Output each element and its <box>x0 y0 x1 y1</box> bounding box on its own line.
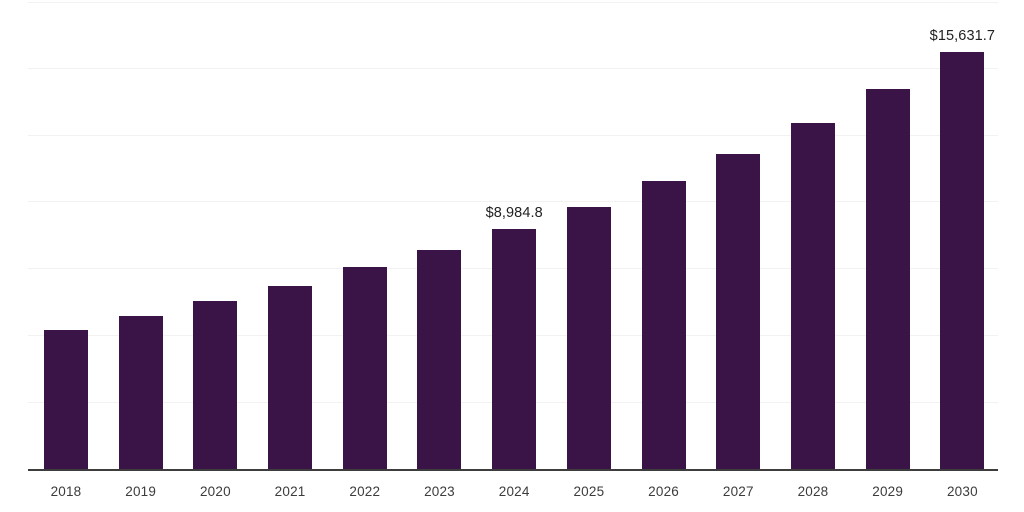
bar-group: 2029 <box>850 0 925 512</box>
x-axis-tick-label: 2022 <box>349 484 381 499</box>
bar-group: $15,631.7 2030 <box>925 0 1000 512</box>
bar-group: 2027 <box>701 0 776 512</box>
bar-group: 2023 <box>402 0 477 512</box>
bar-group: 2021 <box>253 0 328 512</box>
x-axis-tick-label: 2025 <box>573 484 605 499</box>
bar-group: 2028 <box>776 0 851 512</box>
bar-value-label: $15,631.7 <box>929 28 996 45</box>
bar[interactable] <box>492 229 537 469</box>
bar[interactable] <box>417 250 462 469</box>
bar[interactable] <box>43 330 88 469</box>
bar[interactable] <box>342 267 387 469</box>
bar[interactable] <box>566 207 611 469</box>
bar-group: $8,984.8 2024 <box>477 0 552 512</box>
bar[interactable] <box>940 52 985 469</box>
bar-value-label: $8,984.8 <box>485 205 543 222</box>
x-axis-tick-label: 2026 <box>648 484 680 499</box>
bar-group: 2018 <box>29 0 104 512</box>
x-axis-tick-label: 2021 <box>274 484 306 499</box>
x-axis-tick-label: 2028 <box>797 484 829 499</box>
bar[interactable] <box>865 89 910 469</box>
bar-group: 2026 <box>626 0 701 512</box>
x-axis-tick-label: 2018 <box>50 484 82 499</box>
bar[interactable] <box>790 123 835 469</box>
bar-group: 2025 <box>552 0 627 512</box>
bar[interactable] <box>118 316 163 469</box>
bar-group: 2019 <box>103 0 178 512</box>
bar[interactable] <box>268 286 313 469</box>
x-axis-tick-label: 2019 <box>125 484 157 499</box>
bar-group: 2022 <box>327 0 402 512</box>
bar[interactable] <box>193 301 238 469</box>
bar-group: 2020 <box>178 0 253 512</box>
x-axis-tick-label: 2030 <box>946 484 978 499</box>
bar[interactable] <box>716 154 761 469</box>
x-axis-tick-label: 2029 <box>872 484 904 499</box>
x-axis-tick-label: 2023 <box>424 484 455 499</box>
bar[interactable] <box>641 181 686 469</box>
x-axis-line <box>28 469 998 471</box>
x-axis-tick-label: 2024 <box>498 484 530 499</box>
x-axis-tick-label: 2027 <box>722 484 754 499</box>
x-axis-tick-label: 2020 <box>199 484 231 499</box>
